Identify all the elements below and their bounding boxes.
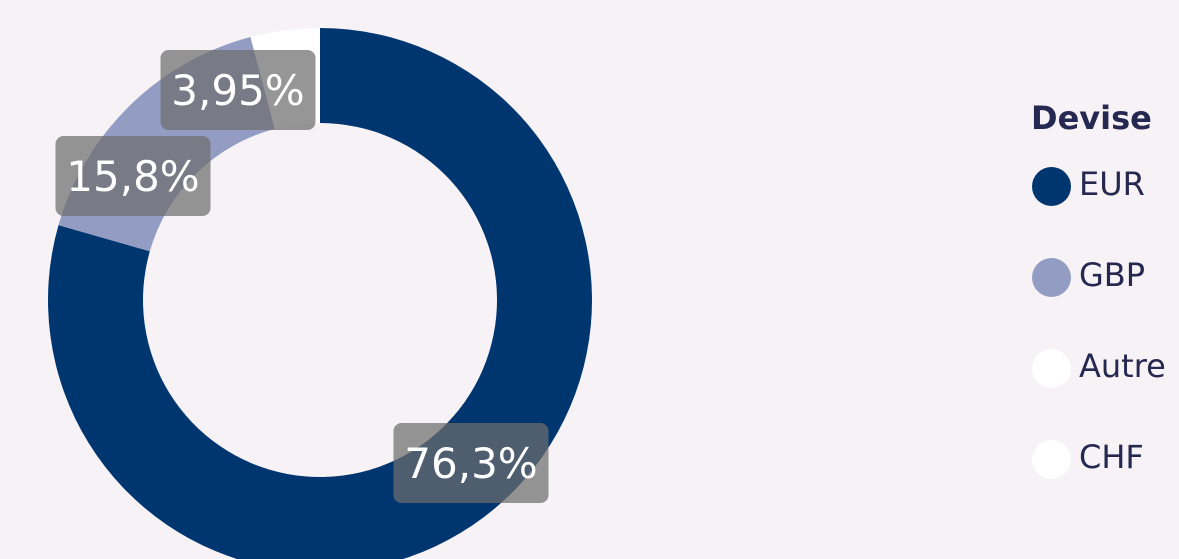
data-label-text-gbp: 15,8% [66,152,199,201]
data-labels: 76,3% 15,8% 3,95% [55,50,549,503]
data-label-autre: 3,95% [160,50,316,130]
data-label-gbp: 15,8% [55,136,211,216]
data-label-eur: 76,3% [393,423,549,503]
data-label-box-gbp [55,136,211,216]
data-label-text-autre: 3,95% [171,66,304,115]
data-label-box-eur [393,423,549,503]
legend-swatch-chf [1032,440,1071,479]
legend-swatch-autre [1032,349,1071,388]
legend: Devise EUR GBP Autre CHF [1031,96,1179,479]
legend-label-autre: Autre [1079,347,1166,385]
legend-label-chf: CHF [1079,438,1144,476]
legend-label-gbp: GBP [1079,256,1146,294]
data-label-box-autre [160,50,316,130]
legend-swatch-eur [1032,167,1071,206]
legend-title: Devise [1031,99,1152,137]
legend-swatch-gbp [1032,258,1071,297]
legend-label-eur: EUR [1079,165,1145,203]
data-label-text-eur: 76,3% [404,439,537,488]
